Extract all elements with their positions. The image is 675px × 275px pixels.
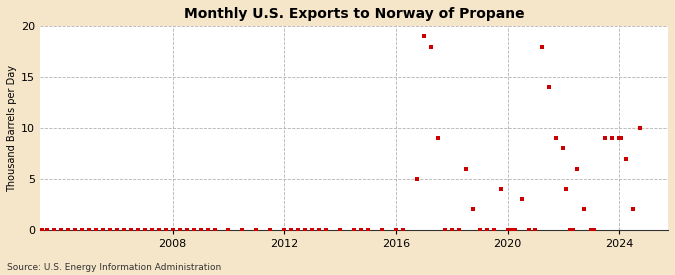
Point (446, 228, 457, 232)
Point (209, 228, 220, 232)
Point (118, 228, 129, 232)
Point (181, 228, 192, 232)
Point (621, 156, 632, 161)
Point (300, 228, 310, 232)
Y-axis label: Thousand Barrels per Day: Thousand Barrels per Day (7, 65, 17, 191)
Point (90, 228, 101, 232)
Point (307, 228, 318, 232)
Point (188, 228, 199, 232)
Point (614, 136, 624, 141)
Point (105, 228, 115, 232)
Point (160, 228, 171, 232)
Point (70, 228, 80, 232)
Point (425, 45, 436, 49)
Point (616, 136, 627, 141)
Point (634, 126, 645, 130)
Point (42, 228, 53, 232)
Point (362, 228, 373, 232)
Point (558, 146, 569, 151)
Point (63, 228, 74, 232)
Point (523, 228, 534, 232)
Point (84, 228, 95, 232)
Point (237, 228, 248, 232)
Point (586, 228, 597, 232)
Point (174, 228, 185, 232)
Point (223, 228, 234, 232)
Point (356, 228, 367, 232)
Point (279, 228, 290, 232)
Point (146, 228, 157, 232)
Point (504, 228, 515, 232)
Point (460, 167, 471, 171)
Point (565, 228, 576, 232)
Point (530, 228, 541, 232)
Point (579, 207, 590, 212)
Point (321, 228, 331, 232)
Point (139, 228, 150, 232)
Point (572, 167, 583, 171)
Point (544, 85, 555, 90)
Point (55, 228, 66, 232)
Point (202, 228, 213, 232)
Point (111, 228, 122, 232)
Title: Monthly U.S. Exports to Norway of Propane: Monthly U.S. Exports to Norway of Propan… (184, 7, 524, 21)
Point (488, 228, 499, 232)
Point (588, 228, 599, 232)
Point (126, 228, 136, 232)
Point (195, 228, 206, 232)
Point (391, 228, 402, 232)
Point (153, 228, 164, 232)
Point (314, 228, 325, 232)
Point (439, 228, 450, 232)
Point (628, 207, 639, 212)
Point (537, 45, 548, 49)
Point (502, 228, 513, 232)
Point (516, 197, 527, 202)
Point (49, 228, 59, 232)
Point (607, 136, 618, 141)
Point (551, 136, 562, 141)
Point (132, 228, 143, 232)
Point (335, 228, 346, 232)
Point (560, 187, 571, 191)
Point (418, 34, 429, 39)
Point (293, 228, 304, 232)
Point (398, 228, 408, 232)
Point (37, 228, 48, 232)
Point (433, 136, 443, 141)
Point (475, 228, 485, 232)
Point (76, 228, 87, 232)
Point (349, 228, 360, 232)
Point (265, 228, 276, 232)
Point (509, 228, 520, 232)
Point (454, 228, 464, 232)
Point (600, 136, 611, 141)
Point (412, 177, 423, 181)
Point (481, 228, 492, 232)
Point (507, 228, 518, 232)
Point (167, 228, 178, 232)
Text: Source: U.S. Energy Information Administration: Source: U.S. Energy Information Administ… (7, 263, 221, 272)
Point (467, 207, 478, 212)
Point (251, 228, 262, 232)
Point (377, 228, 387, 232)
Point (97, 228, 108, 232)
Point (567, 228, 578, 232)
Point (495, 187, 506, 191)
Point (286, 228, 297, 232)
